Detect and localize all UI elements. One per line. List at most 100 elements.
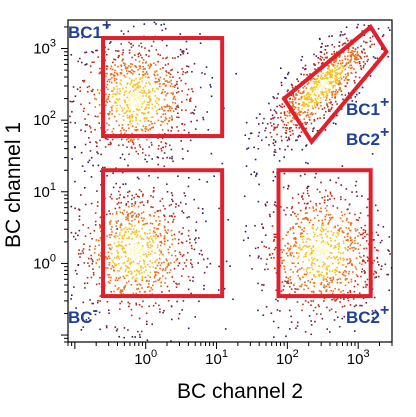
density-point [317,88,319,91]
density-point [366,284,368,286]
density-point [365,240,368,242]
density-point [355,58,357,61]
density-point [116,279,119,282]
density-point [338,261,341,264]
density-point [320,105,322,107]
density-point [129,99,132,101]
density-point [143,263,146,265]
density-point [296,124,298,127]
y-tick-label: 100 [33,252,56,272]
density-point [354,237,356,239]
density-point [349,64,351,67]
density-point [273,238,275,241]
density-point [143,204,145,206]
density-point [136,113,138,116]
density-point [376,257,378,259]
density-point [98,244,100,247]
density-point [90,131,92,133]
density-point [168,72,170,74]
density-point [128,305,130,308]
density-point [131,56,133,59]
density-point [344,64,346,67]
density-point [127,94,129,97]
density-point [136,252,139,255]
density-point [334,311,337,313]
density-point [366,55,368,57]
density-point [133,270,136,272]
density-point [185,109,187,112]
density-point [193,198,195,201]
density-point [128,270,130,273]
density-point [158,80,160,83]
density-point [331,195,333,197]
density-point [146,280,148,282]
density-point [272,142,275,144]
density-point [299,278,302,281]
density-point [142,102,144,105]
density-point [178,238,180,241]
density-point [337,177,340,179]
density-point [115,212,118,215]
density-point [328,102,331,104]
density-point [167,221,169,223]
density-point [171,119,173,121]
density-point [147,112,150,114]
density-point [121,127,124,129]
density-point [139,98,141,101]
density-point [319,229,322,232]
density-point [364,271,366,273]
density-point [118,197,121,199]
density-point [290,214,292,216]
density-point [144,154,147,157]
density-point [332,90,335,93]
density-point [313,120,316,122]
density-point [164,91,166,93]
density-point [313,290,315,293]
density-point [297,321,299,324]
density-point [128,243,131,245]
density-point [119,276,122,279]
density-point [311,105,314,108]
density-point [266,123,269,125]
density-point [81,61,83,64]
density-point [127,257,129,259]
density-point [338,45,340,47]
density-point [135,59,137,61]
density-point [135,273,138,276]
density-point [281,260,283,262]
density-point [365,283,367,286]
density-point [288,137,290,140]
density-point [336,51,338,54]
density-point [322,94,325,97]
density-point [143,223,145,226]
density-point [290,126,292,129]
density-point [136,229,138,232]
density-point [301,238,304,241]
density-point [327,45,329,47]
density-point [318,81,320,84]
density-point [300,131,303,133]
density-point [183,192,186,194]
density-point [350,56,353,59]
density-point [363,40,365,43]
density-point [160,240,162,243]
density-point [357,46,359,49]
density-point [140,330,143,333]
density-point [145,71,148,74]
density-point [257,135,260,137]
density-point [294,291,296,293]
density-point [98,104,101,106]
density-point [250,173,252,176]
density-point [243,195,246,198]
density-point [122,251,125,253]
density-point [290,83,293,86]
population-bc2- [213,122,393,338]
density-point [165,231,168,233]
density-point [137,97,140,99]
density-point [286,252,288,255]
density-point [194,238,196,241]
density-point [146,138,148,141]
density-point [311,266,313,269]
density-point [299,175,302,177]
density-point [92,260,94,263]
